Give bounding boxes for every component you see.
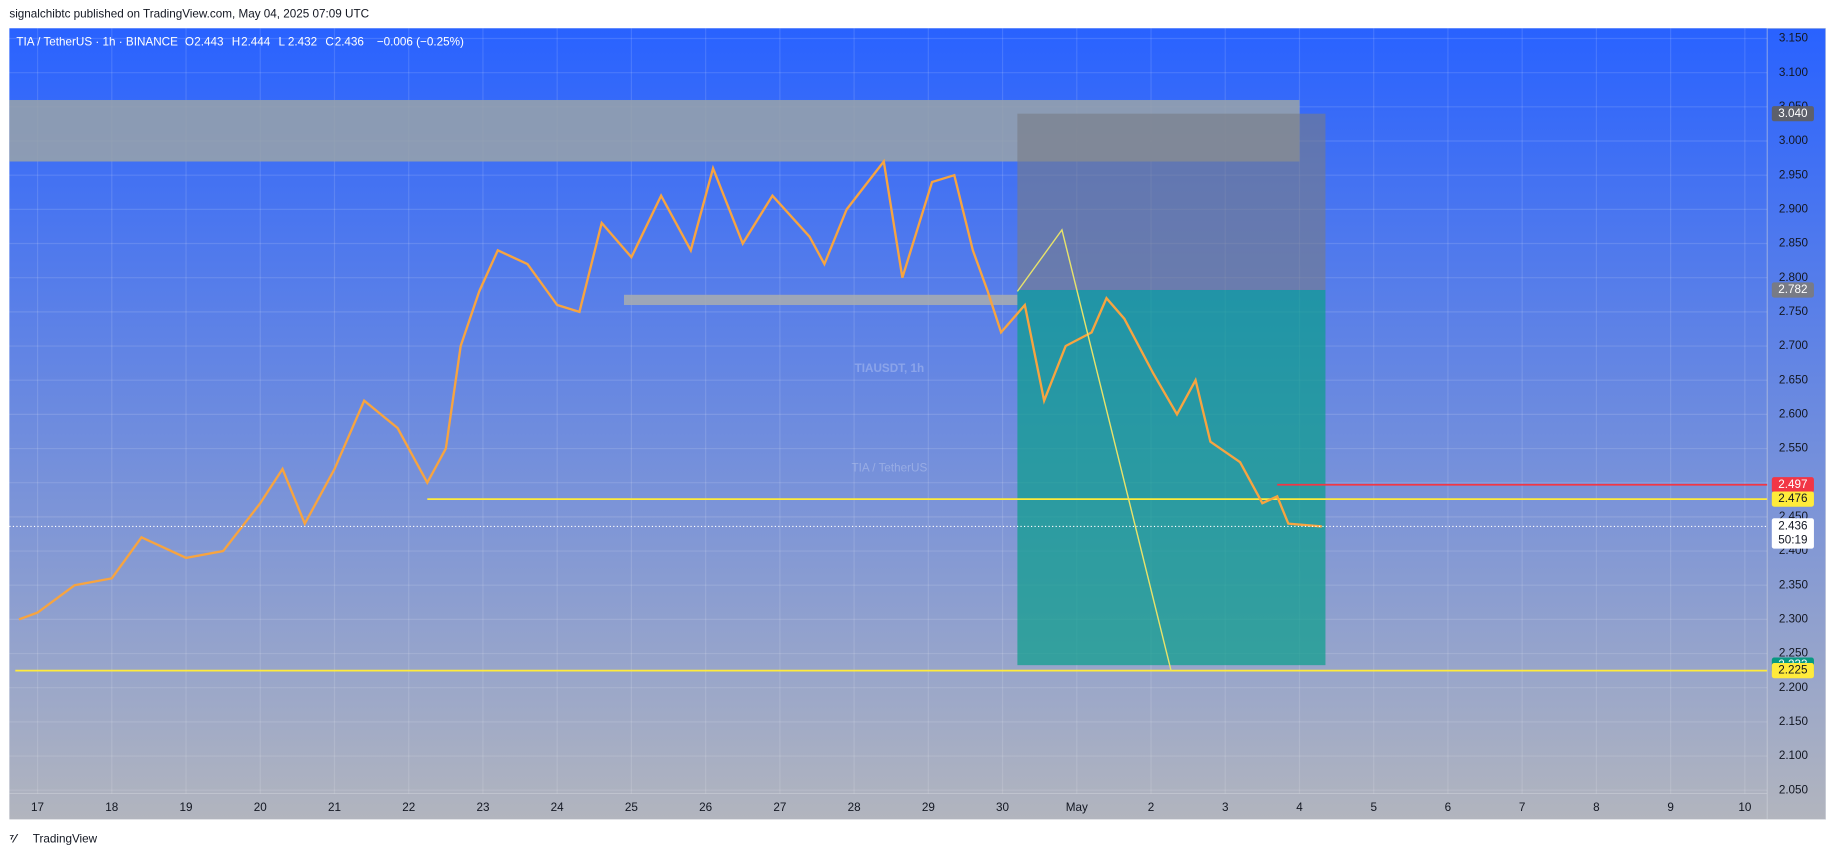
footer: TradingView bbox=[33, 832, 98, 845]
x-tick-label: 10 bbox=[1738, 801, 1751, 814]
y-tick-label: 2.850 bbox=[1779, 237, 1809, 250]
x-tick-label: 3 bbox=[1222, 801, 1229, 814]
price-line bbox=[18, 158, 1322, 621]
y-tick-label: 2.550 bbox=[1779, 442, 1809, 455]
ohlc-value: 2.443 bbox=[194, 35, 223, 48]
target-zone bbox=[1017, 289, 1326, 666]
x-tick-label: 26 bbox=[699, 801, 712, 814]
price-tag-label: 2.476 bbox=[1778, 492, 1807, 505]
price-tag-label: 2.225 bbox=[1778, 664, 1808, 677]
x-tick-label: 4 bbox=[1296, 801, 1303, 814]
y-tick-label: 2.950 bbox=[1779, 168, 1809, 181]
y-tick-label: 2.100 bbox=[1779, 749, 1809, 762]
x-tick-label: 25 bbox=[625, 801, 639, 814]
x-tick-label: 5 bbox=[1370, 801, 1377, 814]
price-axis bbox=[1766, 27, 1826, 820]
x-tick-label: 19 bbox=[180, 801, 193, 814]
y-tick-label: 2.050 bbox=[1779, 783, 1809, 796]
y-tick-label: 2.600 bbox=[1779, 407, 1809, 420]
y-tick-label: 2.800 bbox=[1779, 271, 1809, 284]
price-tag bbox=[1771, 282, 1814, 298]
ohlc-value: 2.432 bbox=[288, 35, 317, 48]
price-tag bbox=[1771, 491, 1814, 507]
ohlc-key: C bbox=[325, 35, 333, 48]
y-tick-label: 2.650 bbox=[1779, 373, 1809, 386]
x-tick-label: May bbox=[1066, 801, 1088, 814]
x-tick-label: 6 bbox=[1445, 801, 1452, 814]
price-tag bbox=[1771, 663, 1814, 679]
watermark: TIAUSDT, 1h bbox=[855, 362, 924, 375]
ohlc-value: 2.436 bbox=[335, 35, 364, 48]
y-tick-label: 2.200 bbox=[1779, 681, 1809, 694]
y-tick-label: 2.250 bbox=[1779, 647, 1809, 660]
y-tick-label: 3.100 bbox=[1779, 66, 1809, 79]
x-tick-label: 21 bbox=[328, 801, 341, 814]
ohlc-key: O bbox=[185, 35, 194, 48]
x-tick-label: 2 bbox=[1148, 801, 1155, 814]
price-tag bbox=[1771, 477, 1814, 493]
header: signalchibtc published on TradingView.co… bbox=[9, 7, 369, 20]
projection-arrow bbox=[1016, 228, 1172, 671]
x-tick-label: 9 bbox=[1667, 801, 1674, 814]
y-tick-label: 2.900 bbox=[1779, 202, 1809, 215]
y-tick-label: 2.700 bbox=[1779, 339, 1809, 352]
x-tick-label: 7 bbox=[1519, 801, 1526, 814]
x-tick-label: 17 bbox=[31, 801, 44, 814]
y-tick-label: 3.000 bbox=[1779, 134, 1809, 147]
ohlc-key: H bbox=[232, 35, 240, 48]
y-tick-label: 2.300 bbox=[1779, 612, 1809, 625]
x-tick-label: 30 bbox=[996, 801, 1010, 814]
y-tick-label: 3.150 bbox=[1779, 32, 1809, 45]
countdown: 50:19 bbox=[1778, 534, 1807, 547]
logo: ⁷⁄ bbox=[9, 832, 19, 845]
price-tag-label: 2.782 bbox=[1778, 283, 1807, 296]
x-tick-label: 29 bbox=[922, 801, 935, 814]
x-tick-label: 8 bbox=[1593, 801, 1600, 814]
ohlc-value: 2.444 bbox=[241, 35, 271, 48]
y-tick-label: 2.150 bbox=[1779, 715, 1809, 728]
last-price-label: 2.436 bbox=[1778, 520, 1807, 533]
watermark-sub: TIA / TetherUS bbox=[852, 461, 928, 474]
x-tick-label: 27 bbox=[773, 801, 786, 814]
price-tag bbox=[1771, 106, 1814, 122]
price-tag-label: 2.497 bbox=[1778, 478, 1807, 491]
y-tick-label: 2.750 bbox=[1779, 305, 1809, 318]
change: −0.006 (−0.25%) bbox=[377, 35, 464, 48]
ohlc-key: L bbox=[279, 35, 286, 48]
x-tick-label: 22 bbox=[402, 801, 415, 814]
last-price-tag bbox=[1771, 518, 1814, 549]
price-tag-label: 3.040 bbox=[1778, 107, 1808, 120]
x-tick-label: 28 bbox=[848, 801, 861, 814]
y-tick-label: 2.350 bbox=[1779, 578, 1809, 591]
stop-zone bbox=[1017, 113, 1326, 290]
x-tick-label: 18 bbox=[105, 801, 118, 814]
x-tick-label: 23 bbox=[476, 801, 489, 814]
symbol: TIA / TetherUS · 1h · BINANCE bbox=[16, 35, 178, 48]
zone bbox=[623, 294, 1018, 306]
x-tick-label: 20 bbox=[254, 801, 268, 814]
x-tick-label: 24 bbox=[551, 801, 565, 814]
